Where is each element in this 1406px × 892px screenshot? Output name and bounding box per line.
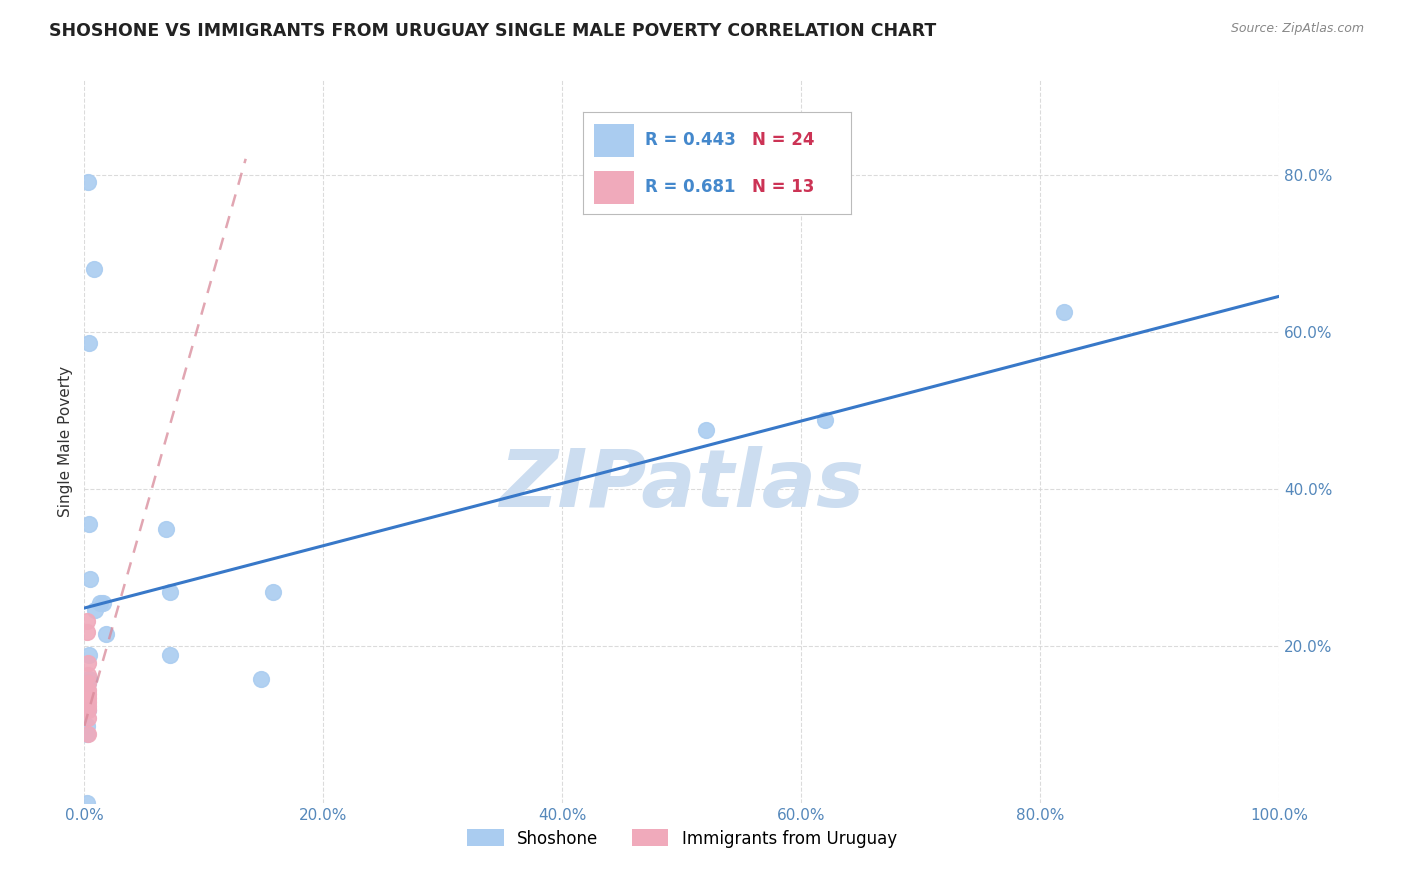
Point — [83, 261, 105, 276]
Point — [695, 423, 717, 437]
Point — [77, 516, 100, 531]
Point — [77, 672, 100, 686]
Point — [814, 412, 837, 426]
Point — [159, 585, 181, 599]
Point — [1053, 305, 1076, 319]
Point — [79, 572, 101, 586]
Point — [77, 336, 100, 351]
Point — [262, 585, 284, 599]
Point — [77, 703, 100, 717]
Point — [76, 719, 98, 733]
Bar — [595, 124, 634, 157]
Point — [76, 624, 98, 639]
Point — [155, 523, 177, 537]
Y-axis label: Single Male Poverty: Single Male Poverty — [58, 366, 73, 517]
Point — [77, 175, 100, 189]
Text: R = 0.681: R = 0.681 — [645, 178, 735, 196]
Point — [77, 687, 100, 701]
Text: Source: ZipAtlas.com: Source: ZipAtlas.com — [1230, 22, 1364, 36]
Point — [77, 711, 100, 725]
Point — [77, 676, 100, 690]
Point — [93, 595, 115, 609]
Point — [77, 648, 100, 662]
Point — [94, 627, 117, 641]
Point — [76, 614, 98, 628]
Point — [76, 727, 98, 741]
Point — [77, 656, 100, 670]
Text: R = 0.443: R = 0.443 — [645, 131, 735, 149]
Point — [77, 667, 100, 681]
Point — [77, 699, 100, 714]
Text: N = 24: N = 24 — [752, 131, 814, 149]
Point — [84, 603, 107, 617]
Point — [77, 675, 100, 690]
Text: SHOSHONE VS IMMIGRANTS FROM URUGUAY SINGLE MALE POVERTY CORRELATION CHART: SHOSHONE VS IMMIGRANTS FROM URUGUAY SING… — [49, 22, 936, 40]
Point — [250, 672, 273, 686]
Point — [76, 796, 98, 810]
Point — [77, 703, 100, 717]
Point — [77, 727, 100, 741]
Bar — [595, 171, 634, 204]
Text: ZIPatlas: ZIPatlas — [499, 446, 865, 524]
Point — [89, 595, 111, 609]
Legend: Shoshone, Immigrants from Uruguay: Shoshone, Immigrants from Uruguay — [458, 821, 905, 856]
Point — [159, 648, 181, 662]
Point — [77, 683, 100, 698]
Point — [77, 695, 100, 709]
Point — [77, 691, 100, 706]
Text: N = 13: N = 13 — [752, 178, 814, 196]
